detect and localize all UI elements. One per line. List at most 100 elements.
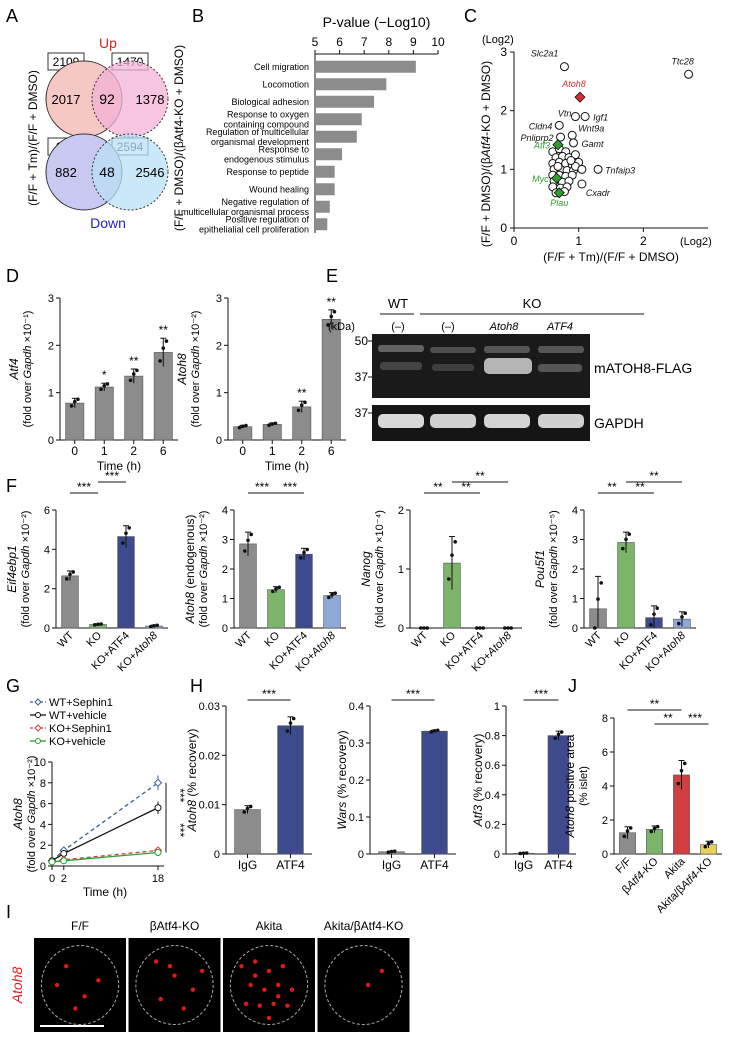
x-axis-label: (F/F + Tm)/(F/F + DMSO) [543,250,679,264]
x-tick-label: 10 [431,35,445,49]
atoh8-signal [239,964,244,969]
data-point [299,403,304,407]
islet-image [34,938,126,1032]
data-point [121,541,125,545]
significance-label: ** [159,323,169,337]
islet-image-title: Akita [256,919,283,933]
point-label: Igf1 [593,113,608,123]
islet-image [128,938,221,1032]
data-point [246,538,250,543]
atoh8-signal [153,959,159,964]
atoh8-signal [266,968,272,974]
data-point [267,423,271,428]
wt-label: WT [388,296,408,311]
bar [315,95,375,108]
data-point [96,622,100,627]
lane-1-label: (–) [391,321,404,333]
y-tick-label: 2 [216,340,222,352]
data-point [593,626,597,630]
scatter-point [559,62,569,72]
y-axis-label: (F/F + DMSO)/(βAtf4-KO + DMSO) [479,61,493,247]
scatter-point [553,161,563,171]
y-axis-label: Atoh8 (endogenous) [183,515,197,625]
significance-label: *** [77,480,91,494]
panel-label-b: B [192,6,204,26]
scatter-point-highlight [552,139,564,151]
data-point [596,597,600,601]
y-tick-label: 0.8 [485,731,500,743]
atoh8-signal [253,959,258,964]
data-point [271,589,275,594]
data-point [518,851,523,856]
y-tick-label: 0 [500,221,507,235]
data-point [99,387,103,392]
bar [315,78,387,91]
series-marker [154,804,162,812]
point-label: Wnt9a [578,123,604,133]
series-line [51,851,159,863]
y-axis-label: Atoh8 [175,353,189,386]
y-axis-label: Atoh8 [11,798,25,831]
data-point [99,622,103,626]
significance-label: *** [688,711,702,725]
atoh8-signal [276,994,281,999]
panel-label-c: C [464,6,477,26]
category-label: multicellular organismal process [181,207,310,217]
legend-label: KO+Sephin1 [49,723,112,735]
y-tick-label: 1 [398,564,404,576]
chart-h-atf3: 0 0.2 0.4 0.6 0.8 1 IgG ATF4 *** Atf3 (% recovery… [471,687,576,872]
atoh8-signal [167,964,173,969]
x-tick-label: IgG [514,858,533,872]
islet-outline [324,945,403,1025]
y-tick-label: 0.6 [485,760,500,772]
scatter-point [577,179,587,189]
y-axis-unit: (fold over Gapdh ×10⁻⁴) [374,510,386,628]
y-tick-label: 0 [358,849,364,861]
up-label: Up [99,35,117,51]
atoh8-signal [54,982,60,988]
scatter-point [566,156,576,166]
kda-label: (kDa) [328,321,355,333]
band-label-gapdh: GAPDH [594,415,644,431]
y-tick-label: 0.03 [199,701,220,713]
category-label: containing compound [223,119,309,129]
bar [315,183,335,196]
data-point [676,781,681,786]
data-point [425,626,430,630]
data-point [709,840,714,844]
y-tick-label: 0 [40,861,46,873]
data-point [447,577,451,581]
bar [315,200,330,213]
atoh8-signal [172,973,177,978]
atoh8-signal [181,1006,186,1011]
islet-outline [40,945,120,1025]
significance-label: ** [433,480,443,494]
point-label: Tnfaip3 [605,165,635,175]
up-right-only: 1378 [136,92,165,107]
data-point [475,626,479,630]
x-tick-label: 6 [328,444,335,458]
panel-label-j: J [568,676,577,696]
category-label: Regulation of multicellular [206,127,309,137]
legend-marker [34,698,42,706]
data-point [703,844,708,849]
category-label: Cell migration [254,62,309,72]
x-tick-label: KO [438,629,458,649]
data-point [652,826,657,831]
data-point [69,404,74,408]
y-tick-label: 3 [222,535,228,547]
band [378,345,424,352]
y-tick-label: 4 [602,781,608,793]
bar [315,60,416,73]
data-point [655,824,660,829]
data-point [277,585,282,590]
atoh8-signal [262,987,267,992]
data-point [302,550,306,555]
x-tick-label: 2 [640,234,647,248]
panel-label-g: G [6,676,20,696]
y-tick-label: 0.4 [349,701,364,713]
y-tick-label: 0 [44,623,50,635]
x-tick-label: 0 [49,873,55,885]
